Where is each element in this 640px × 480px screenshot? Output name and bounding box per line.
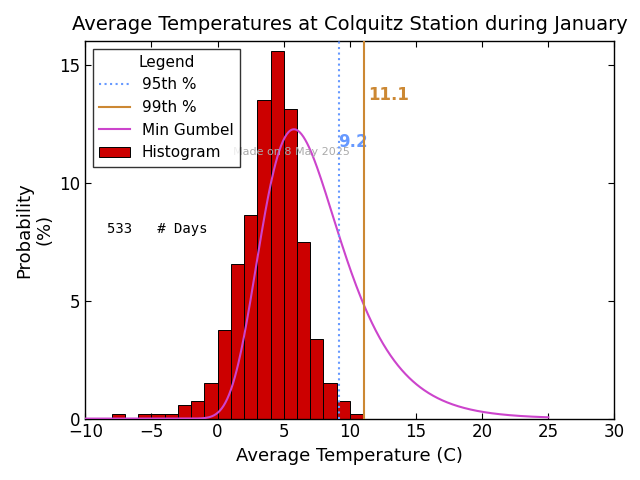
Title: Average Temperatures at Colquitz Station during January: Average Temperatures at Colquitz Station… bbox=[72, 15, 628, 34]
Bar bbox=[310, 339, 323, 419]
Bar bbox=[152, 414, 164, 419]
Bar bbox=[350, 414, 363, 419]
Bar bbox=[323, 383, 337, 419]
Text: 11.1: 11.1 bbox=[369, 86, 410, 104]
Bar bbox=[271, 51, 284, 419]
Bar bbox=[284, 109, 297, 419]
Text: 9.2: 9.2 bbox=[338, 133, 367, 151]
Bar bbox=[164, 414, 178, 419]
Text: 533   # Days: 533 # Days bbox=[106, 222, 207, 236]
Legend: 95th %, 99th %, Min Gumbel, Histogram: 95th %, 99th %, Min Gumbel, Histogram bbox=[93, 49, 240, 167]
Bar bbox=[204, 383, 218, 419]
Bar bbox=[112, 414, 125, 419]
Bar bbox=[297, 241, 310, 419]
Bar bbox=[244, 215, 257, 419]
Text: Made on 8 May 2025: Made on 8 May 2025 bbox=[234, 147, 350, 157]
Bar bbox=[218, 330, 231, 419]
X-axis label: Average Temperature (C): Average Temperature (C) bbox=[236, 447, 463, 465]
Bar bbox=[231, 264, 244, 419]
Y-axis label: Probability
(%): Probability (%) bbox=[15, 182, 54, 278]
Bar bbox=[138, 414, 152, 419]
Bar bbox=[257, 100, 271, 419]
Bar bbox=[337, 401, 350, 419]
Bar bbox=[178, 406, 191, 419]
Bar bbox=[191, 401, 204, 419]
